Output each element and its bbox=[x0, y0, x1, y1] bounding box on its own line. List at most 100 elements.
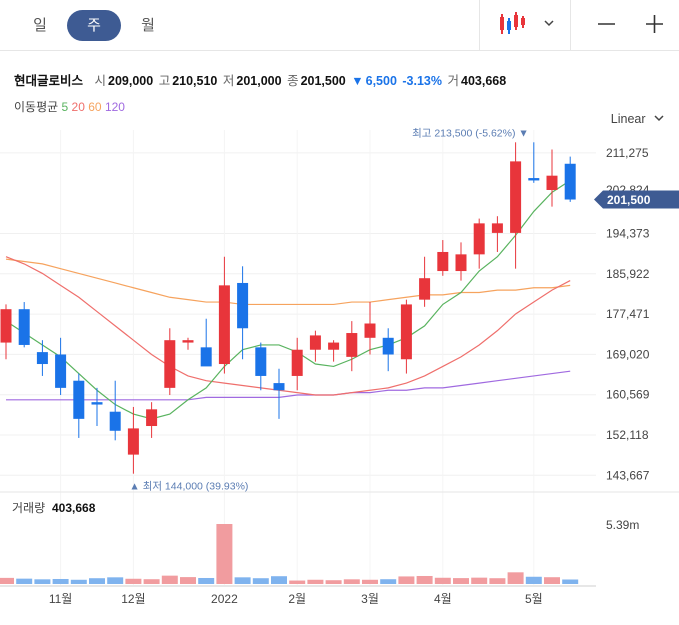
volume-bar bbox=[434, 577, 451, 584]
volume-bar bbox=[544, 577, 560, 584]
minus-icon bbox=[598, 23, 615, 25]
volume-bar bbox=[0, 577, 14, 584]
candle-body bbox=[273, 383, 285, 391]
candle-body bbox=[182, 340, 194, 343]
y-tick-label: 160,569 bbox=[606, 388, 650, 402]
tab-monthly[interactable]: 월 bbox=[141, 17, 155, 34]
candle-body bbox=[309, 335, 321, 350]
tab-daily[interactable]: 일 bbox=[33, 17, 47, 34]
y-tick-label: 194,373 bbox=[606, 227, 650, 241]
scale-mode-label: Linear bbox=[610, 112, 646, 126]
chart-type-selector[interactable] bbox=[480, 0, 570, 50]
open-value: 209,000 bbox=[108, 74, 154, 88]
volume-bar bbox=[52, 578, 69, 584]
volume-bar bbox=[34, 579, 51, 584]
candle-body bbox=[328, 342, 340, 350]
volume-bar bbox=[252, 578, 269, 584]
volume-bar bbox=[307, 579, 324, 584]
low-value: 201,000 bbox=[236, 74, 282, 88]
change-percent: -3.13% bbox=[402, 74, 442, 88]
volume-bar bbox=[471, 577, 488, 584]
volume-bar bbox=[362, 579, 378, 584]
ma20-line bbox=[5, 256, 571, 396]
candle-body bbox=[18, 309, 30, 345]
minimize-button[interactable] bbox=[590, 0, 622, 50]
high-value: 210,510 bbox=[172, 74, 218, 88]
x-tick-label: 2월 bbox=[288, 592, 306, 606]
candle-body bbox=[73, 380, 85, 419]
volume-bar bbox=[161, 575, 178, 584]
candle-body bbox=[364, 323, 376, 338]
chevron-down-icon bbox=[544, 20, 554, 27]
volume-bar bbox=[89, 578, 105, 584]
volume-bar bbox=[271, 576, 287, 584]
open-label: 시 bbox=[94, 74, 107, 88]
volume-bar bbox=[198, 577, 215, 584]
volume-title: 거래량 bbox=[12, 501, 45, 515]
candle-body bbox=[510, 161, 522, 233]
tab-weekly[interactable]: 주 bbox=[67, 10, 121, 41]
x-tick-label: 4월 bbox=[434, 592, 452, 606]
candle-body bbox=[491, 223, 503, 233]
stock-name: 현대글로비스 bbox=[14, 74, 84, 88]
ma-legend-title: 이동평균 bbox=[14, 100, 59, 114]
candle-body bbox=[546, 175, 558, 190]
ma-5-label: 5 bbox=[61, 100, 69, 114]
ma120-line bbox=[6, 370, 571, 401]
candle-body bbox=[0, 309, 12, 343]
scale-mode-selector[interactable]: Linear bbox=[611, 112, 665, 126]
candle-body bbox=[419, 278, 431, 300]
candle-body bbox=[36, 352, 48, 365]
change-value: 6,500 bbox=[365, 74, 397, 88]
current-price-label: 201,500 bbox=[607, 193, 651, 207]
volume-bar bbox=[380, 579, 397, 584]
candlestick-icon bbox=[500, 12, 525, 34]
volume-bar bbox=[234, 577, 251, 584]
high-label: 고 bbox=[158, 74, 171, 88]
candle-body bbox=[437, 251, 449, 272]
candle-body bbox=[237, 282, 249, 329]
candle-body bbox=[55, 354, 67, 388]
y-tick-label: 211,275 bbox=[606, 146, 649, 160]
x-tick-label: 11월 bbox=[49, 592, 73, 606]
y-tick-label: 177,471 bbox=[606, 307, 650, 321]
close-value: 201,500 bbox=[300, 74, 346, 88]
add-button[interactable] bbox=[638, 0, 670, 50]
y-tick-label: 152,118 bbox=[606, 428, 649, 442]
candle-body bbox=[146, 409, 158, 427]
volume-bar bbox=[70, 579, 87, 584]
volume-bar bbox=[125, 578, 142, 584]
volume-bar bbox=[507, 572, 524, 584]
candle-body bbox=[455, 254, 467, 272]
volume-bar bbox=[562, 579, 579, 584]
low-annotation-label: ▲ 최저 144,000 (39.93%) bbox=[129, 481, 248, 493]
toolbar-divider bbox=[570, 0, 571, 50]
close-label: 종 bbox=[287, 74, 299, 88]
chevron-down-icon bbox=[654, 115, 664, 122]
y-tick-label: 143,667 bbox=[606, 468, 650, 482]
candle-body bbox=[255, 347, 267, 376]
candle-body bbox=[382, 337, 394, 355]
volume-bar bbox=[453, 578, 469, 584]
candle-body bbox=[564, 163, 576, 200]
volume-value: 403,668 bbox=[461, 74, 507, 88]
volume-bar bbox=[525, 576, 542, 584]
volume-bar bbox=[289, 580, 306, 584]
x-tick-label: 2022 bbox=[211, 592, 238, 606]
candle-body bbox=[127, 428, 139, 455]
candle-body bbox=[164, 340, 176, 388]
current-price-badge bbox=[594, 190, 679, 209]
ma-20-label: 20 bbox=[71, 100, 85, 114]
y-tick-label: 185,922 bbox=[606, 267, 650, 281]
volume-axis-label: 5.39m bbox=[606, 518, 639, 532]
volume-bar bbox=[343, 579, 360, 584]
candle-body bbox=[109, 411, 121, 431]
price-info-bar: 현대글로비스 시 209,000 고 210,510 저 201,000 종 201,5… bbox=[14, 70, 508, 89]
volume-bar bbox=[143, 579, 160, 584]
toolbar-divider bbox=[479, 0, 480, 50]
volume-value: 403,668 bbox=[52, 501, 96, 515]
volume-bar bbox=[398, 576, 415, 584]
volume-label: 거 bbox=[447, 74, 459, 88]
candle-body bbox=[400, 304, 412, 360]
